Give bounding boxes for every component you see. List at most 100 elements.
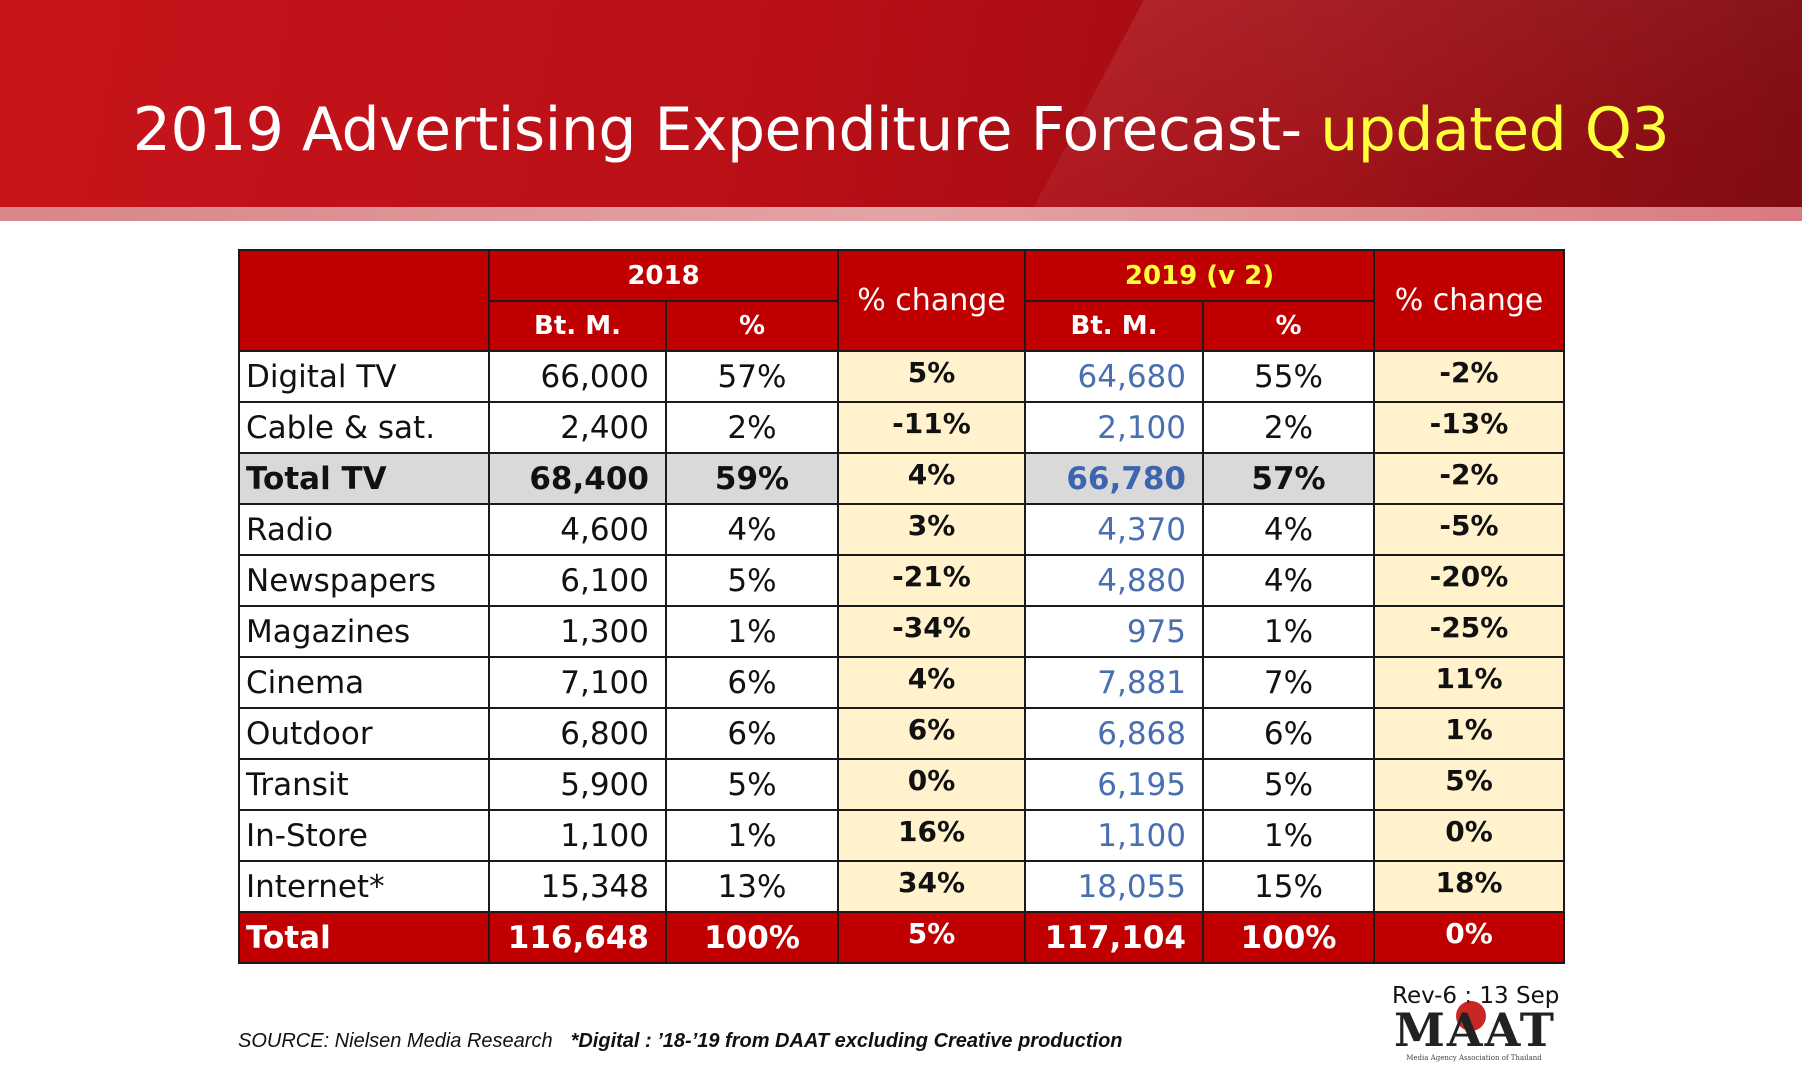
media-label: Total TV bbox=[238, 452, 490, 505]
maat-logo: MAAT Media Agency Association of Thailan… bbox=[1394, 1001, 1554, 1063]
spend-2018: 2,400 bbox=[488, 401, 667, 454]
total-spend-2018: 116,648 bbox=[488, 911, 667, 964]
media-label: Magazines bbox=[238, 605, 490, 658]
media-label: Outdoor bbox=[238, 707, 490, 760]
table-row: Digital TV 66,000 57% 5% 64,680 55% -2% bbox=[238, 350, 1565, 403]
change-2018: 34% bbox=[837, 860, 1026, 913]
change-2019: 18% bbox=[1373, 860, 1565, 913]
change-2019: -5% bbox=[1373, 503, 1565, 556]
change-2018: 16% bbox=[837, 809, 1026, 862]
table-row-total-tv: Total TV 68,400 59% 4% 66,780 57% -2% bbox=[238, 452, 1565, 505]
total-change-2018: 5% bbox=[837, 911, 1026, 964]
spend-2019: 975 bbox=[1024, 605, 1204, 658]
share-2019: 15% bbox=[1202, 860, 1375, 913]
total-share-2018: 100% bbox=[665, 911, 839, 964]
change-2019: 11% bbox=[1373, 656, 1565, 709]
spend-2019: 4,370 bbox=[1024, 503, 1204, 556]
change-2018: 6% bbox=[837, 707, 1026, 760]
header-bt-2018: Bt. M. bbox=[488, 300, 667, 352]
share-2019: 2% bbox=[1202, 401, 1375, 454]
logo-tagline: Media Agency Association of Thailand bbox=[1406, 1054, 1542, 1062]
change-2018: 4% bbox=[837, 656, 1026, 709]
spend-2019: 64,680 bbox=[1024, 350, 1204, 403]
logo-wordmark: MAAT bbox=[1394, 1003, 1557, 1057]
total-label: Total bbox=[238, 911, 490, 964]
spend-2018: 6,800 bbox=[488, 707, 667, 760]
spend-2019: 6,195 bbox=[1024, 758, 1204, 811]
change-2018: 0% bbox=[837, 758, 1026, 811]
spend-2019: 66,780 bbox=[1024, 452, 1204, 505]
share-2018: 13% bbox=[665, 860, 839, 913]
banner-stripe bbox=[0, 207, 1802, 221]
change-2019: -20% bbox=[1373, 554, 1565, 607]
change-2019: -13% bbox=[1373, 401, 1565, 454]
header-pct-2018: % bbox=[665, 300, 839, 352]
media-label: Cinema bbox=[238, 656, 490, 709]
share-2018: 57% bbox=[665, 350, 839, 403]
spend-2019: 2,100 bbox=[1024, 401, 1204, 454]
media-label: Digital TV bbox=[238, 350, 490, 403]
media-label: Transit bbox=[238, 758, 490, 811]
share-2018: 6% bbox=[665, 707, 839, 760]
share-2018: 5% bbox=[665, 554, 839, 607]
spend-2018: 15,348 bbox=[488, 860, 667, 913]
table-row: Transit 5,900 5% 0% 6,195 5% 5% bbox=[238, 758, 1565, 811]
header-change-2019: % change bbox=[1373, 249, 1565, 352]
spend-2019: 18,055 bbox=[1024, 860, 1204, 913]
share-2019: 7% bbox=[1202, 656, 1375, 709]
share-2019: 1% bbox=[1202, 809, 1375, 862]
share-2019: 1% bbox=[1202, 605, 1375, 658]
table-row: Newspapers 6,100 5% -21% 4,880 4% -20% bbox=[238, 554, 1565, 607]
spend-2019: 4,880 bbox=[1024, 554, 1204, 607]
media-label: Internet* bbox=[238, 860, 490, 913]
share-2019: 4% bbox=[1202, 554, 1375, 607]
change-2018: 4% bbox=[837, 452, 1026, 505]
change-2018: -21% bbox=[837, 554, 1026, 607]
change-2019: 1% bbox=[1373, 707, 1565, 760]
share-2018: 4% bbox=[665, 503, 839, 556]
spend-2018: 66,000 bbox=[488, 350, 667, 403]
table-row: Cable & sat. 2,400 2% -11% 2,100 2% -13% bbox=[238, 401, 1565, 454]
spend-2019: 1,100 bbox=[1024, 809, 1204, 862]
spend-2018: 5,900 bbox=[488, 758, 667, 811]
share-2019: 4% bbox=[1202, 503, 1375, 556]
share-2018: 1% bbox=[665, 605, 839, 658]
total-change-2019: 0% bbox=[1373, 911, 1565, 964]
table-row: Cinema 7,100 6% 4% 7,881 7% 11% bbox=[238, 656, 1565, 709]
media-label: Radio bbox=[238, 503, 490, 556]
header-change-2018: % change bbox=[837, 249, 1026, 352]
table-body: Digital TV 66,000 57% 5% 64,680 55% -2% … bbox=[238, 350, 1565, 913]
change-2019: -2% bbox=[1373, 350, 1565, 403]
change-2019: -2% bbox=[1373, 452, 1565, 505]
change-2019: 0% bbox=[1373, 809, 1565, 862]
slide-title: 2019 Advertising Expenditure Forecast- u… bbox=[0, 95, 1802, 165]
header-media-blank bbox=[238, 249, 490, 352]
digital-note: *Digital : ’18-’19 from DAAT excluding C… bbox=[570, 1030, 1123, 1052]
spend-2018: 68,400 bbox=[488, 452, 667, 505]
share-2018: 6% bbox=[665, 656, 839, 709]
title-highlight: updated Q3 bbox=[1320, 95, 1670, 165]
adex-forecast-table: 2018 % change 2019 (v 2) % change Bt. M.… bbox=[238, 249, 1565, 964]
change-2018: 3% bbox=[837, 503, 1026, 556]
media-label: Newspapers bbox=[238, 554, 490, 607]
table-row: In-Store 1,100 1% 16% 1,100 1% 0% bbox=[238, 809, 1565, 862]
logo-dot bbox=[1456, 1001, 1486, 1031]
share-2019: 6% bbox=[1202, 707, 1375, 760]
table-row: Outdoor 6,800 6% 6% 6,868 6% 1% bbox=[238, 707, 1565, 760]
spend-2019: 7,881 bbox=[1024, 656, 1204, 709]
change-2019: -25% bbox=[1373, 605, 1565, 658]
header-bt-2019: Bt. M. bbox=[1024, 300, 1204, 352]
header-pct-2019: % bbox=[1202, 300, 1375, 352]
spend-2018: 4,600 bbox=[488, 503, 667, 556]
source-text: SOURCE: Nielsen Media Research bbox=[238, 1030, 553, 1052]
change-2019: 5% bbox=[1373, 758, 1565, 811]
table-row-total: Total 116,648 100% 5% 117,104 100% 0% bbox=[238, 911, 1565, 964]
share-2018: 59% bbox=[665, 452, 839, 505]
share-2019: 5% bbox=[1202, 758, 1375, 811]
spend-2018: 7,100 bbox=[488, 656, 667, 709]
table-row: Magazines 1,300 1% -34% 975 1% -25% bbox=[238, 605, 1565, 658]
source-footnote: SOURCE: Nielsen Media Research *Digital :… bbox=[238, 1030, 1123, 1053]
share-2019: 55% bbox=[1202, 350, 1375, 403]
title-banner bbox=[0, 0, 1802, 207]
header-year-2019: 2019 (v 2) bbox=[1024, 249, 1375, 302]
